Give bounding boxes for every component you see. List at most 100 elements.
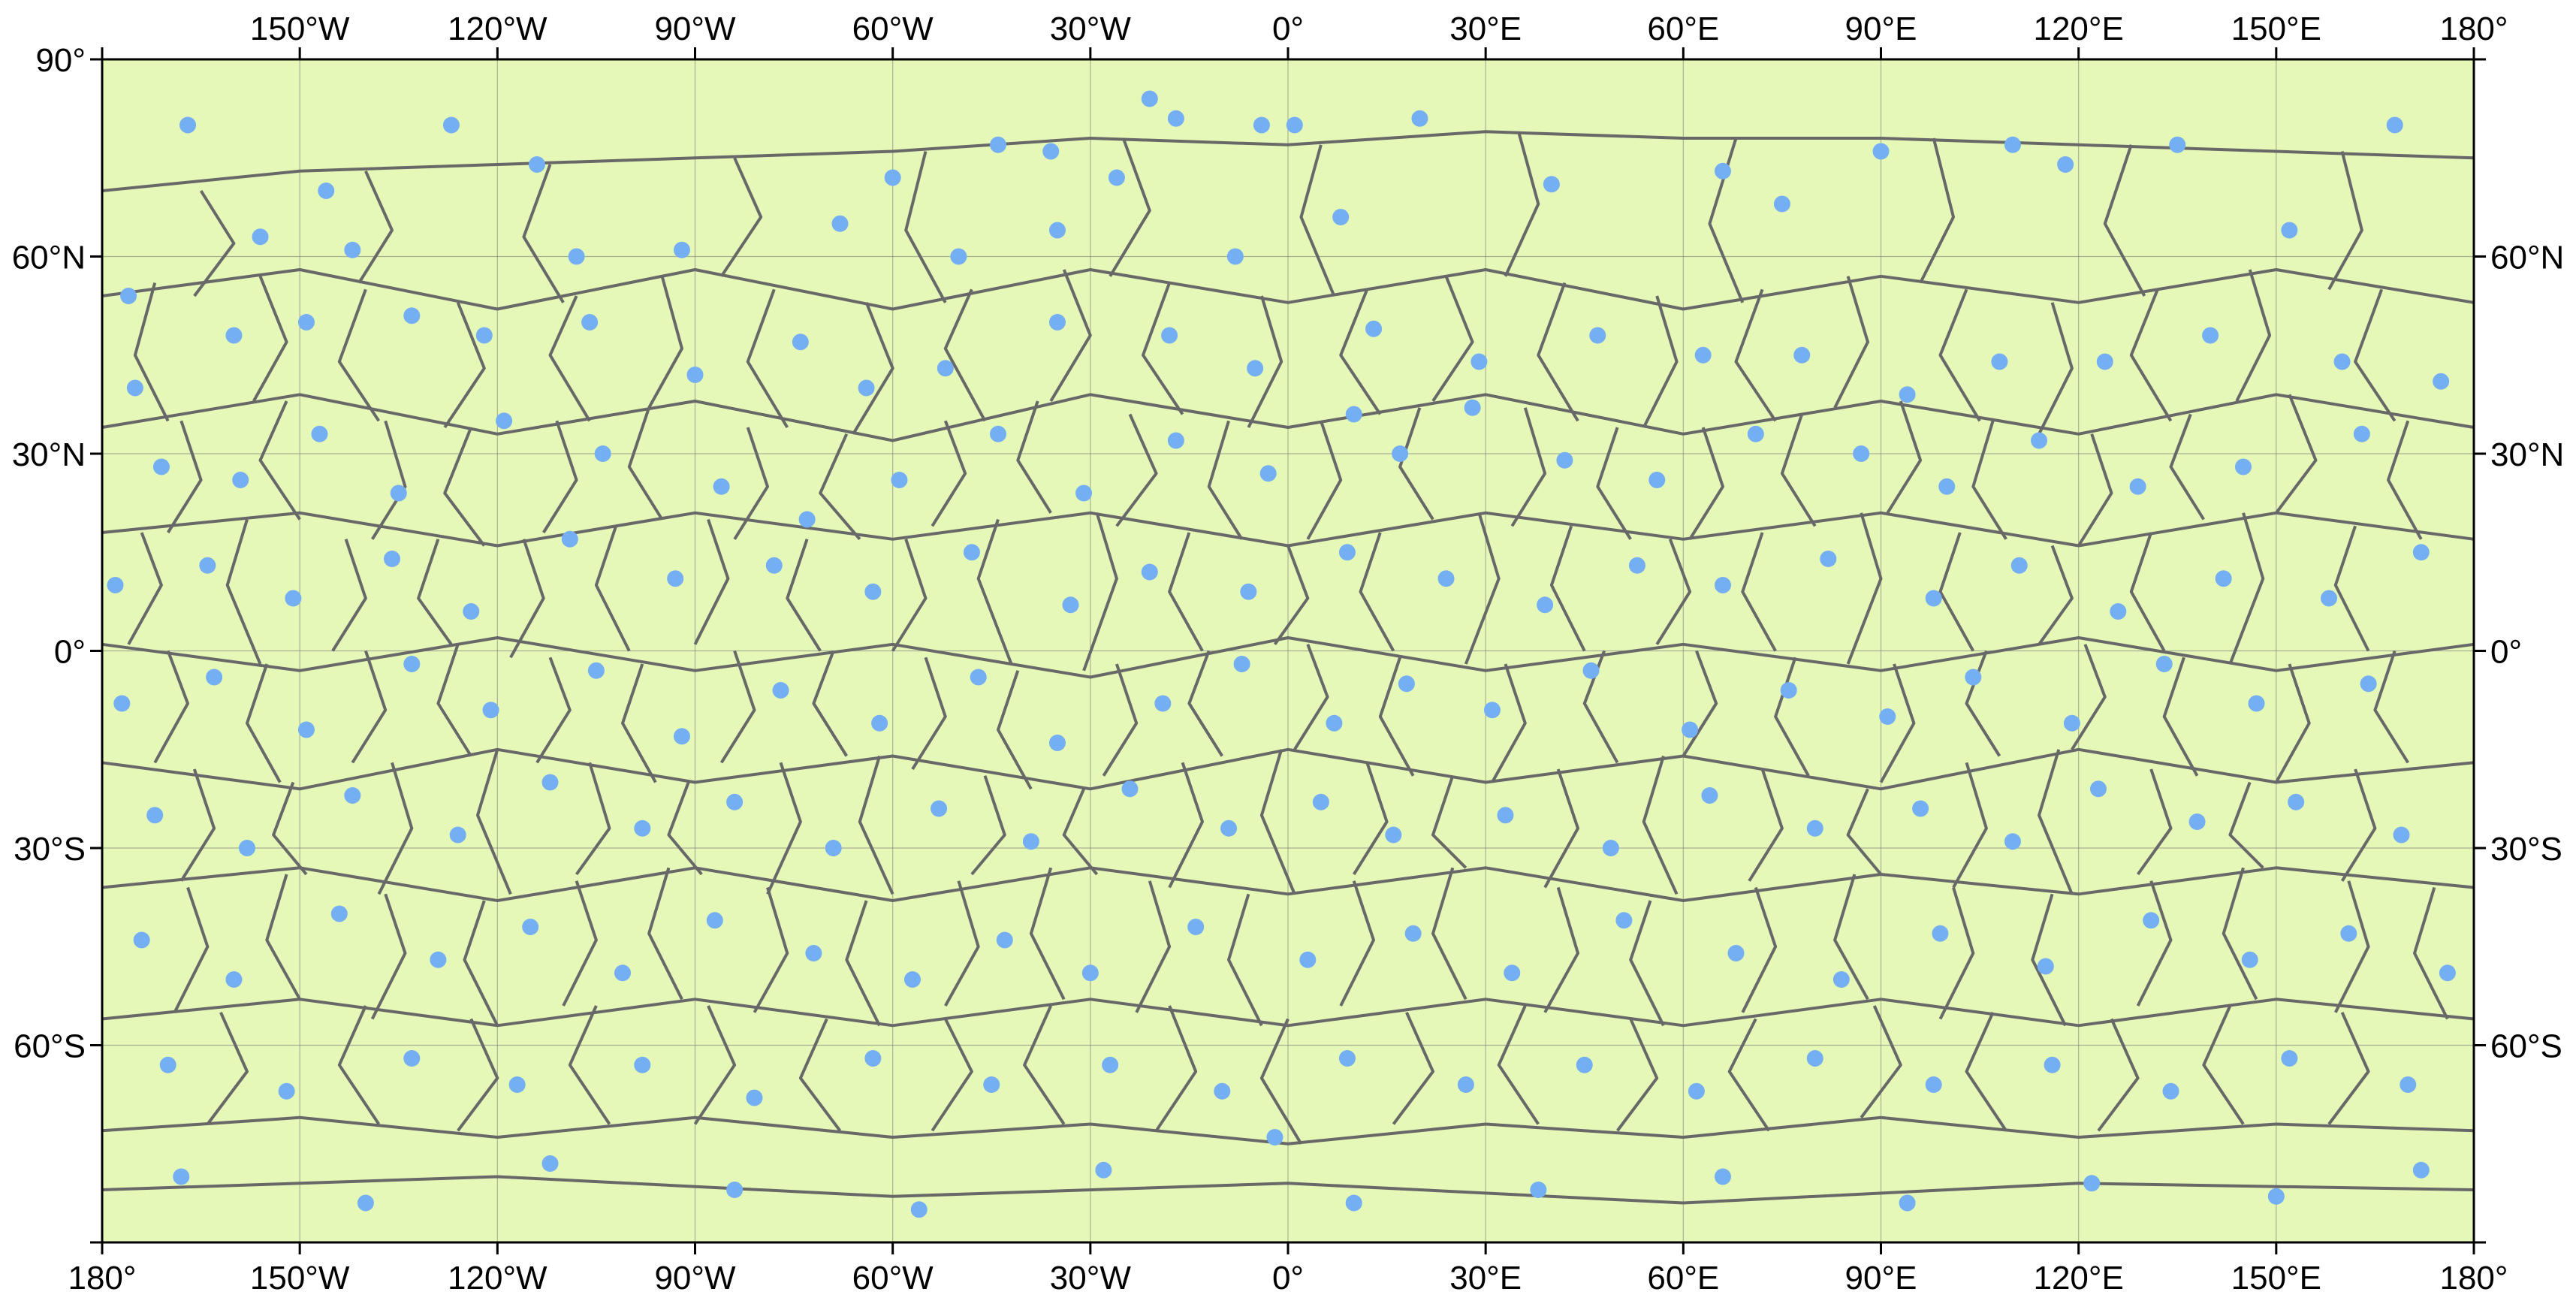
cell-edge [2275,663,2311,783]
cell-edge [1339,880,1375,1007]
cell-edge [568,1005,611,1125]
cell-edge [667,781,703,876]
site-point [173,1168,190,1185]
cell-edge [733,427,769,540]
site-point [1806,1050,1823,1067]
cell-edge [2162,657,2199,777]
site-point [383,551,400,567]
site-point [357,1194,374,1212]
site-point [344,241,361,258]
cell-edge [1392,1011,1434,1125]
coordinate-labels: 150°W 120°W 90°W 60°W 30°W 0° 30°E 60°E 90°E 120°… [12,11,2565,1296]
site-point [152,458,170,475]
cell-edge [193,189,236,297]
site-point [442,116,460,134]
cell-edge [2202,1005,2245,1125]
cell-edge [1833,874,1869,1001]
site-point [2412,544,2430,561]
site-point [1338,544,1356,561]
site-point [2321,590,2338,607]
cell-edge [1938,532,1975,652]
site-point [864,1050,882,1067]
site-point [950,248,967,265]
bottom-longitude-label: 150°E [2231,1260,2321,1296]
site-point [1615,912,1633,929]
cell-edge [2097,1018,2140,1132]
cell-edge [1543,768,1579,889]
site-point [2031,432,2048,449]
site-point [1332,209,1350,225]
left-latitude-label: 30°N [12,436,86,473]
top-longitude-label: 90°E [1845,11,1917,47]
cell-edge [542,420,578,534]
site-point [1780,682,1797,699]
bottom-longitude-label: 60°E [1647,1260,1719,1296]
site-point [1688,1082,1705,1100]
cell-edge [1168,762,1204,889]
cell-edge [443,302,486,429]
site-point [1965,669,1982,686]
site-point [2281,1050,2298,1067]
site-point [1483,702,1501,719]
site-point [726,793,744,810]
site-point [1266,1129,1283,1145]
cell-edge [1543,886,1579,1013]
cell-edge [786,539,822,652]
site-point [1365,320,1383,337]
site-point [1648,472,1666,488]
cell-edge [766,762,802,895]
site-point [1338,1050,1356,1067]
site-point [1048,735,1066,751]
cell-edge [1339,288,1382,415]
site-point [1187,919,1205,935]
cell-edge [101,268,2475,311]
cell-edge [272,781,308,876]
site-point [983,1076,1000,1093]
site-point [1259,465,1277,482]
site-point [2281,222,2298,239]
cell-edge [522,164,565,303]
cell-edge [206,1011,249,1125]
site-point [673,241,690,258]
cell-edge [463,900,499,1027]
cell-edge [1273,545,1310,645]
cell-edge [2340,768,2377,882]
site-point [1214,1082,1231,1100]
top-longitude-label: 150°W [250,11,350,47]
cell-edge [693,518,730,645]
cell-edge [246,663,282,783]
site-point [587,662,605,679]
site-point [2004,136,2021,153]
site-point [1102,1056,1119,1073]
top-longitude-label: 120°E [2033,11,2123,47]
site-point [1806,820,1823,837]
cell-edge [351,650,388,764]
site-point [463,603,480,620]
cell-edge [1431,867,1467,1001]
site-point [1022,833,1039,850]
cell-edge [976,518,1013,665]
cell-edge [2327,151,2363,291]
cell-edge [746,288,789,429]
cell-edge [2136,768,2173,876]
site-point [963,544,980,561]
cell-edge [457,1018,499,1132]
site-point [232,472,249,488]
cell-edge [1774,657,1810,777]
cell-edge [2136,880,2173,1007]
site-point [2162,1082,2179,1100]
site-point [2143,912,2160,929]
site-point [990,425,1007,442]
bottom-longitude-label: 0° [1272,1260,1304,1296]
cell-edge [1029,867,1066,1001]
site-point [1437,570,1455,587]
site-point [475,327,493,344]
bottom-longitude-label: 60°W [852,1260,934,1296]
cell-edge [127,532,163,645]
site-point [2400,1076,2417,1093]
site-point [206,669,223,686]
site-point [482,702,499,719]
cell-edge [1741,532,1777,652]
cell-edge [812,650,848,757]
